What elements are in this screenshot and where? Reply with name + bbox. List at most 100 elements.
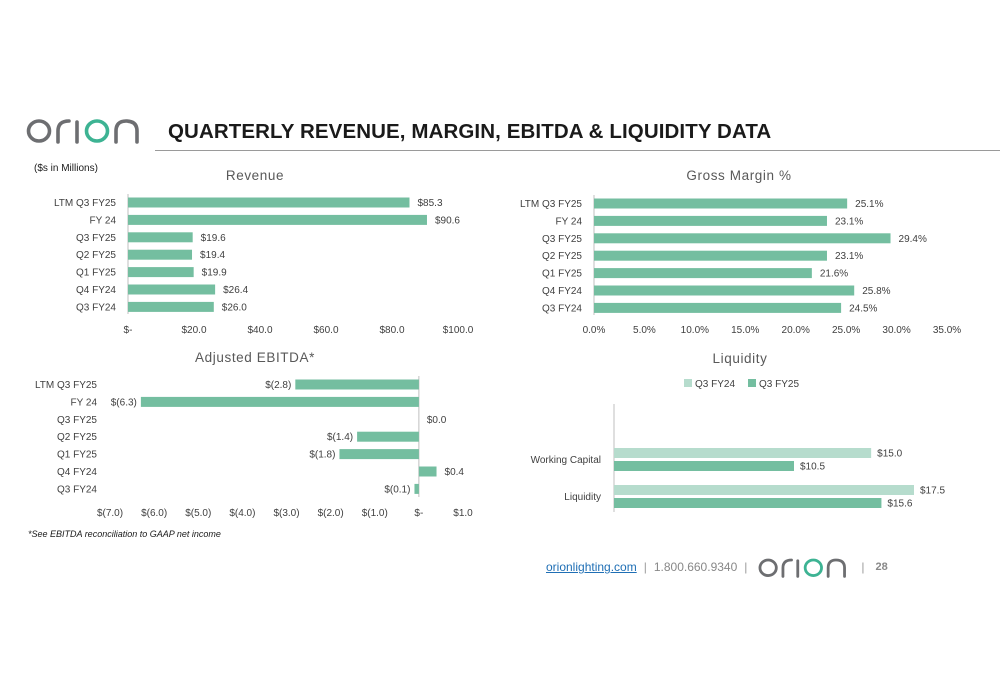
- phone-number: 1.800.660.9340: [653, 560, 738, 574]
- liquidity-category-label: Working Capital: [531, 455, 601, 466]
- revenue-category-label: LTM Q3 FY25: [54, 198, 116, 209]
- adjusted-ebitda-tick-label: $(2.0): [318, 508, 344, 519]
- revenue-tick-label: $60.0: [313, 325, 338, 336]
- revenue-category-label: Q3 FY24: [76, 302, 116, 313]
- revenue-tick-label: $100.0: [443, 325, 474, 336]
- gross-margin-data-label: 21.6%: [820, 269, 848, 280]
- gross-margin-category-label: Q3 FY25: [542, 234, 582, 245]
- footer-separator: |: [643, 560, 647, 574]
- gross-margin-bar: [594, 233, 891, 244]
- revenue-category-label: FY 24: [90, 215, 117, 226]
- liquidity-data-label: $10.5: [800, 462, 825, 473]
- footer-separator: |: [744, 560, 748, 574]
- footer-logo: [758, 558, 847, 578]
- gross-margin-data-label: 23.1%: [835, 251, 863, 262]
- adjusted-ebitda-tick-label: $(1.0): [362, 508, 388, 519]
- liquidity-legend-label: Q3 FY24: [695, 379, 735, 390]
- gross-margin-category-label: FY 24: [556, 216, 583, 227]
- liquidity-category-label: Liquidity: [564, 492, 601, 503]
- footer-separator: |: [861, 560, 865, 574]
- liquidity-bar: [614, 461, 794, 471]
- adjusted-ebitda-data-label: $(1.4): [327, 432, 353, 443]
- gross-margin-category-label: LTM Q3 FY25: [520, 199, 582, 210]
- gross-margin-tick-label: 5.0%: [633, 325, 656, 336]
- adjusted-ebitda-tick-label: $-: [414, 508, 423, 519]
- gross-margin-tick-label: 35.0%: [933, 325, 961, 336]
- liquidity-data-label: $15.0: [877, 449, 902, 460]
- gross-margin-bar: [594, 285, 855, 296]
- liquidity-legend-label: Q3 FY25: [759, 379, 799, 390]
- adjusted-ebitda-bar: [418, 466, 437, 477]
- revenue-data-label: $19.6: [201, 233, 226, 244]
- adjusted-ebitda-bar: [339, 449, 419, 460]
- adjusted-ebitda-data-label: $0.4: [445, 467, 465, 478]
- orion-logo: [26, 116, 144, 149]
- liquidity-bar: [614, 448, 872, 458]
- adjusted-ebitda-tick-label: $1.0: [453, 508, 473, 519]
- gross-margin-category-label: Q3 FY24: [542, 303, 582, 314]
- gross-margin-category-label: Q4 FY24: [542, 286, 582, 297]
- liquidity-bar: [614, 498, 882, 508]
- revenue-data-label: $26.4: [223, 285, 248, 296]
- revenue-bar: [128, 214, 427, 225]
- revenue-bar: [128, 197, 410, 208]
- revenue-tick-label: $80.0: [379, 325, 404, 336]
- adjusted-ebitda-tick-label: $(4.0): [229, 508, 255, 519]
- units-note: ($s in Millions): [34, 163, 98, 174]
- gross-margin-data-label: 23.1%: [835, 216, 863, 227]
- revenue-category-label: Q1 FY25: [76, 268, 116, 279]
- gross-margin-data-label: 29.4%: [899, 234, 927, 245]
- adjusted-ebitda-title: Adjusted EBITDA*: [195, 350, 315, 365]
- revenue-bar: [128, 284, 216, 295]
- revenue-data-label: $19.4: [200, 250, 225, 261]
- revenue-data-label: $85.3: [417, 198, 442, 209]
- adjusted-ebitda-tick-label: $(3.0): [273, 508, 299, 519]
- adjusted-ebitda-data-label: $0.0: [427, 415, 447, 426]
- liquidity-data-label: $15.6: [887, 499, 912, 510]
- page-number: 28: [875, 561, 888, 573]
- adjusted-ebitda-category-label: LTM Q3 FY25: [35, 380, 97, 391]
- gross-margin-data-label: 25.8%: [862, 286, 890, 297]
- revenue-bar: [128, 249, 193, 260]
- adjusted-ebitda-tick-label: $(6.0): [141, 508, 167, 519]
- liquidity-bar: [614, 485, 914, 495]
- page-footer: orionlighting.com | 1.800.660.9340 | | 2…: [546, 557, 888, 578]
- revenue-data-label: $19.9: [202, 268, 227, 279]
- revenue-title: Revenue: [226, 168, 284, 183]
- gross-margin-category-label: Q1 FY25: [542, 269, 582, 280]
- gross-margin-tick-label: 0.0%: [583, 325, 606, 336]
- adjusted-ebitda-bar: [414, 483, 419, 494]
- website-link[interactable]: orionlighting.com: [546, 560, 637, 574]
- gross-margin-title: Gross Margin %: [686, 168, 791, 183]
- liquidity-legend-swatch: [748, 379, 756, 387]
- liquidity-title: Liquidity: [713, 351, 768, 366]
- gross-margin-tick-label: 20.0%: [782, 325, 810, 336]
- adjusted-ebitda-data-label: $(0.1): [384, 484, 410, 495]
- adjusted-ebitda-category-label: Q3 FY24: [57, 484, 97, 495]
- gross-margin-data-label: 24.5%: [849, 303, 877, 314]
- gross-margin-data-label: 25.1%: [855, 199, 883, 210]
- adjusted-ebitda-data-label: $(2.8): [265, 380, 291, 391]
- revenue-data-label: $90.6: [435, 215, 460, 226]
- revenue-bar: [128, 301, 214, 312]
- gross-margin-tick-label: 30.0%: [882, 325, 910, 336]
- adjusted-ebitda-bar: [357, 431, 419, 442]
- revenue-category-label: Q2 FY25: [76, 250, 116, 261]
- adjusted-ebitda-data-label: $(6.3): [111, 397, 137, 408]
- liquidity-legend-swatch: [684, 379, 692, 387]
- gross-margin-bar: [594, 198, 848, 209]
- gross-margin-bar: [594, 302, 842, 313]
- revenue-category-label: Q4 FY24: [76, 285, 116, 296]
- revenue-tick-label: $20.0: [181, 325, 206, 336]
- revenue-tick-label: $40.0: [247, 325, 272, 336]
- revenue-bar: [128, 267, 194, 278]
- gross-margin-tick-label: 15.0%: [731, 325, 759, 336]
- gross-margin-tick-label: 25.0%: [832, 325, 860, 336]
- adjusted-ebitda-category-label: Q1 FY25: [57, 450, 97, 461]
- revenue-tick-label: $-: [124, 325, 133, 336]
- adjusted-ebitda-category-label: FY 24: [71, 397, 98, 408]
- gross-margin-bar: [594, 250, 827, 261]
- adjusted-ebitda-tick-label: $(7.0): [97, 508, 123, 519]
- adjusted-ebitda-category-label: Q4 FY24: [57, 467, 97, 478]
